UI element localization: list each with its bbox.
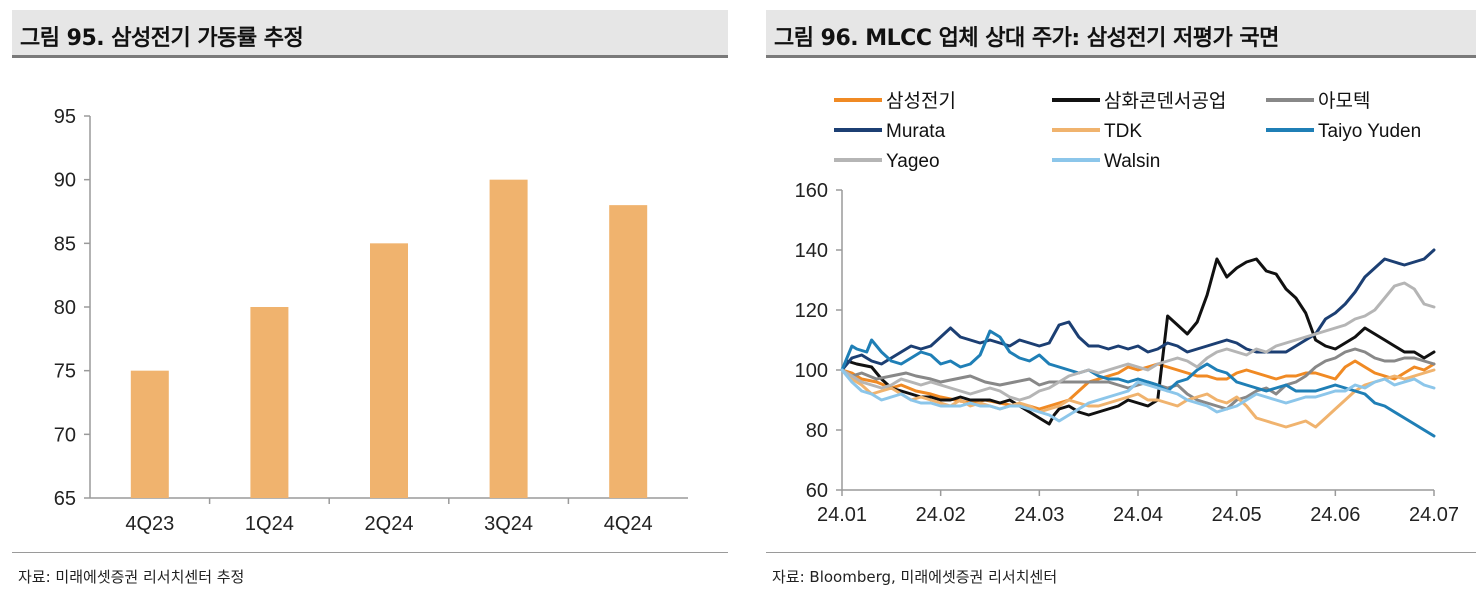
legend-label: Murata bbox=[886, 121, 946, 142]
bar-chart: 95 90 85 80 75 70 65 4Q23 1Q24 2Q24 3Q24 4Q24 bbox=[54, 106, 688, 535]
y-tick-label: 70 bbox=[54, 424, 76, 446]
legend-item: 아모텍 bbox=[1266, 90, 1370, 112]
source-divider bbox=[12, 552, 728, 553]
x-tick-label: 24.01 bbox=[817, 504, 867, 526]
series-line-3 bbox=[840, 248, 1436, 372]
legend-item: 삼화콘덴서공업 bbox=[1052, 90, 1226, 112]
legend-label: 삼화콘덴서공업 bbox=[1104, 90, 1226, 112]
y-tick-label: 140 bbox=[795, 240, 828, 262]
bar-2q24 bbox=[370, 243, 408, 498]
y-tick-label: 65 bbox=[54, 488, 76, 510]
legend-item: Yageo bbox=[834, 151, 940, 172]
y-tick-label: 60 bbox=[806, 480, 828, 502]
bar-1q24 bbox=[250, 307, 289, 498]
panel-relative-price: 그림 96. MLCC 업체 상대 주가: 삼성전기 저평가 국면 160 140… bbox=[754, 0, 1476, 592]
x-tick-label: 24.03 bbox=[1014, 504, 1064, 526]
title-bar: 그림 95. 삼성전기 가동률 추정 bbox=[12, 10, 728, 58]
series-line-6 bbox=[840, 281, 1436, 402]
legend-item: Murata bbox=[834, 121, 946, 142]
x-tick-label: 3Q24 bbox=[484, 513, 533, 535]
series-line-7 bbox=[840, 368, 1436, 423]
y-tick-label: 95 bbox=[54, 106, 76, 128]
y-tick-label: 120 bbox=[795, 300, 828, 322]
legend-item: TDK bbox=[1052, 121, 1142, 142]
bar-3q24 bbox=[489, 179, 528, 498]
x-tick-label: 1Q24 bbox=[245, 513, 294, 535]
y-tick-label: 160 bbox=[795, 180, 828, 202]
legend-item: Taiyo Yuden bbox=[1266, 121, 1421, 142]
series-line-5 bbox=[840, 329, 1436, 438]
x-tick-label: 24.06 bbox=[1310, 504, 1360, 526]
y-tick-label: 75 bbox=[54, 361, 76, 383]
source-note: 자료: Bloomberg, 미래에셋증권 리서치센터 bbox=[772, 568, 1058, 586]
legend-label: Taiyo Yuden bbox=[1318, 121, 1421, 142]
x-tick-label: 4Q24 bbox=[604, 513, 653, 535]
y-tick-label: 80 bbox=[806, 420, 828, 442]
source-divider bbox=[766, 552, 1476, 553]
x-tick-label: 24.04 bbox=[1113, 504, 1163, 526]
x-tick-label: 24.02 bbox=[916, 504, 966, 526]
title-bar: 그림 96. MLCC 업체 상대 주가: 삼성전기 저평가 국면 bbox=[766, 10, 1476, 58]
chart-title: 그림 95. 삼성전기 가동률 추정 bbox=[20, 26, 304, 51]
legend-label: TDK bbox=[1104, 121, 1142, 142]
y-tick-label: 85 bbox=[54, 233, 76, 255]
legend-label: Walsin bbox=[1104, 151, 1160, 172]
legend-label: 삼성전기 bbox=[886, 90, 956, 112]
y-tick-label: 90 bbox=[54, 170, 76, 192]
source-note: 자료: 미래에셋증권 리서치센터 추정 bbox=[18, 568, 245, 586]
legend-label: 아모텍 bbox=[1318, 90, 1370, 112]
legend-item: 삼성전기 bbox=[834, 90, 956, 112]
panel-utilization: 그림 95. 삼성전기 가동률 추정 95 90 85 80 75 70 65 4Q23 1Q2… bbox=[0, 0, 728, 592]
x-tick-label: 4Q23 bbox=[125, 513, 174, 535]
bar-4q24 bbox=[609, 205, 648, 498]
chart-title: 그림 96. MLCC 업체 상대 주가: 삼성전기 저평가 국면 bbox=[774, 26, 1279, 51]
x-tick-label: 24.05 bbox=[1212, 504, 1262, 526]
x-tick-label: 24.07 bbox=[1409, 504, 1459, 526]
legend-item: Walsin bbox=[1052, 151, 1160, 172]
series-line-1 bbox=[840, 257, 1436, 426]
y-tick-label: 100 bbox=[795, 360, 828, 382]
x-tick-label: 2Q24 bbox=[365, 513, 414, 535]
series-line-4 bbox=[840, 368, 1436, 429]
y-tick-label: 80 bbox=[54, 297, 76, 319]
bar-4q23 bbox=[130, 370, 169, 498]
legend-label: Yageo bbox=[886, 151, 940, 172]
